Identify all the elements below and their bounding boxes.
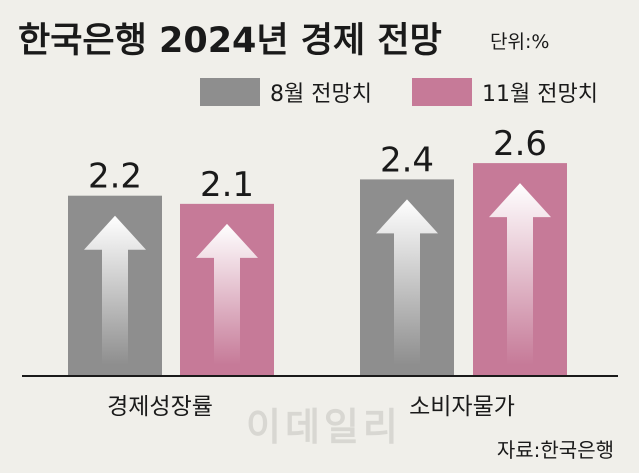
legend-label-11월: 11월 전망치	[482, 82, 598, 107]
legend-swatch-11월	[412, 78, 472, 106]
legend: 8월 전망치 11월 전망치	[200, 78, 598, 107]
bar-arrow-0-1	[196, 223, 258, 365]
category-label-0: 경제성장률	[107, 394, 213, 420]
legend-label-8월: 8월 전망치	[270, 82, 372, 107]
chart-title: 한국은행 2024년 경제 전망	[18, 21, 442, 61]
legend-swatch-8월	[200, 78, 260, 106]
value-labels-group: 2.2 2.1 2.4 2.6	[88, 124, 547, 205]
value-label-1-0: 2.4	[380, 140, 434, 180]
value-label-1-1: 2.6	[493, 124, 547, 164]
category-label-1: 소비자물가	[409, 394, 515, 420]
bar-arrow-1-1	[489, 183, 551, 365]
watermark: 이데일리	[246, 405, 402, 449]
value-label-0-1: 2.1	[200, 165, 254, 205]
unit-label: 단위:%	[490, 31, 549, 53]
bar-arrow-1-0	[376, 199, 438, 365]
bar-arrow-0-0	[84, 215, 146, 365]
bars-group	[68, 163, 567, 375]
value-label-0-0: 2.2	[88, 157, 142, 197]
source-label: 자료:한국은행	[497, 438, 614, 462]
